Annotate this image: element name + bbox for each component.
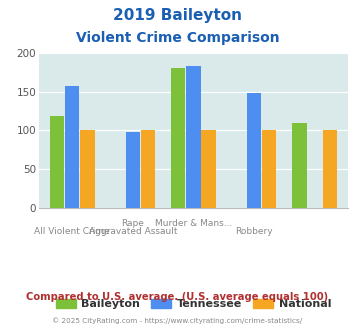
Text: All Violent Crime: All Violent Crime (34, 226, 110, 236)
Bar (80, 130, 95, 208)
Text: Rape: Rape (121, 219, 144, 228)
Bar (323, 130, 337, 208)
Legend: Baileyton, Tennessee, National: Baileyton, Tennessee, National (51, 294, 336, 314)
Text: 2019 Baileyton: 2019 Baileyton (113, 8, 242, 23)
Text: Murder & Mans...: Murder & Mans... (155, 219, 232, 228)
Bar (171, 68, 185, 208)
Bar (141, 130, 155, 208)
Bar (262, 130, 276, 208)
Bar (186, 66, 201, 208)
Text: Compared to U.S. average. (U.S. average equals 100): Compared to U.S. average. (U.S. average … (26, 292, 329, 302)
Bar (50, 116, 64, 208)
Bar (126, 132, 140, 208)
Text: Robbery: Robbery (235, 226, 273, 236)
Bar (65, 86, 80, 208)
Bar (292, 123, 307, 208)
Text: © 2025 CityRating.com - https://www.cityrating.com/crime-statistics/: © 2025 CityRating.com - https://www.city… (53, 317, 302, 324)
Text: Aggravated Assault: Aggravated Assault (89, 226, 177, 236)
Bar (202, 130, 216, 208)
Text: Violent Crime Comparison: Violent Crime Comparison (76, 31, 279, 45)
Bar (247, 93, 261, 208)
